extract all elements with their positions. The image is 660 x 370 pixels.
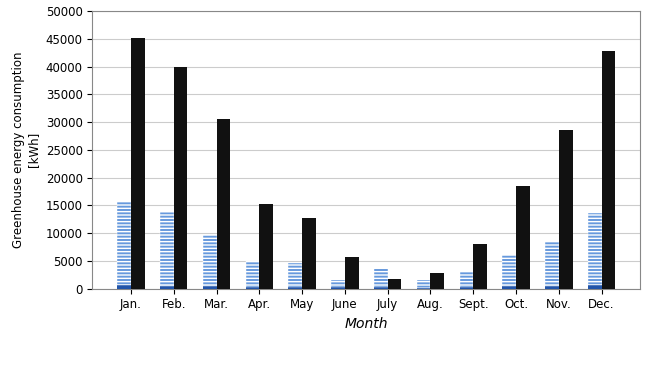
Bar — [545, 286, 559, 289]
Bar — [473, 244, 487, 289]
Bar — [374, 268, 387, 287]
Bar — [516, 186, 530, 289]
Bar — [216, 119, 230, 289]
Bar — [174, 67, 187, 289]
Bar — [459, 271, 473, 287]
Bar — [345, 257, 358, 289]
X-axis label: Month: Month — [345, 317, 388, 331]
Bar — [387, 279, 401, 289]
Bar — [160, 286, 174, 289]
Bar — [288, 287, 302, 289]
Bar — [288, 263, 302, 287]
Bar — [588, 285, 602, 289]
Y-axis label: Greenhouse energy consumption
[kWh]: Greenhouse energy consumption [kWh] — [12, 51, 40, 248]
Bar — [246, 261, 259, 287]
Bar — [374, 287, 387, 289]
Bar — [302, 218, 316, 289]
Bar — [502, 286, 516, 289]
Bar — [331, 280, 345, 287]
Bar — [602, 51, 615, 289]
Bar — [117, 285, 131, 289]
Bar — [545, 242, 559, 286]
Bar — [430, 272, 444, 289]
Bar — [259, 204, 273, 289]
Bar — [246, 287, 259, 289]
Bar — [416, 280, 430, 287]
Bar — [203, 235, 216, 286]
Bar — [117, 201, 131, 285]
Bar — [331, 287, 345, 289]
Bar — [416, 287, 430, 289]
Bar — [502, 255, 516, 286]
Bar — [459, 287, 473, 289]
Bar — [203, 286, 216, 289]
Bar — [559, 131, 572, 289]
Bar — [160, 212, 174, 286]
Bar — [588, 212, 602, 285]
Bar — [131, 38, 145, 289]
